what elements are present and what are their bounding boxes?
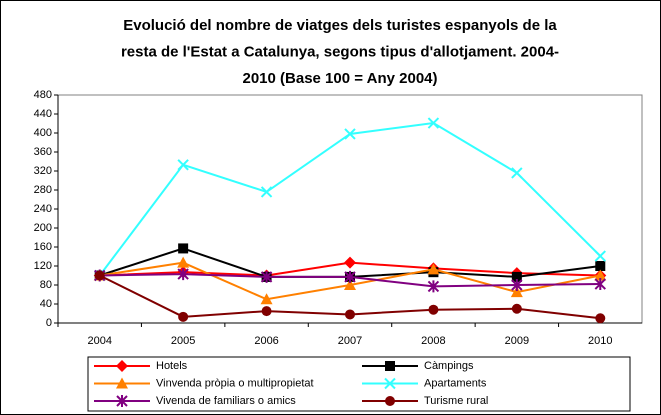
marker: [511, 271, 522, 282]
marker: [385, 396, 395, 406]
legend-label: Càmpings: [424, 360, 474, 372]
chart-title: Evolució del nombre de viatges dels turi…: [123, 17, 557, 34]
legend-label: Turisme rural: [424, 395, 488, 407]
y-tick-label: 80: [40, 279, 52, 291]
legend-label: Apartaments: [424, 377, 487, 389]
marker: [427, 263, 440, 275]
marker: [344, 279, 356, 290]
marker: [427, 280, 440, 293]
marker: [260, 186, 273, 198]
y-tick-label: 480: [34, 89, 52, 101]
marker: [344, 256, 356, 269]
marker: [177, 256, 190, 268]
y-tick-label: 120: [34, 260, 52, 272]
x-tick-label: 2004: [87, 335, 111, 347]
legend-label: Vinvenda pròpia o multipropietat: [156, 377, 314, 389]
y-tick-label: 200: [34, 222, 52, 234]
marker: [345, 309, 355, 320]
marker: [344, 270, 356, 283]
marker: [428, 304, 439, 315]
marker: [177, 268, 189, 281]
marker: [385, 361, 395, 371]
x-tick-label: 2007: [338, 335, 362, 347]
y-tick-label: 0: [46, 317, 52, 329]
x-tick-label: 2010: [588, 335, 612, 347]
y-tick-label: 280: [34, 184, 52, 196]
y-tick-label: 440: [34, 108, 52, 120]
marker: [94, 270, 105, 281]
marker: [178, 311, 189, 322]
marker: [595, 261, 606, 271]
marker: [260, 270, 273, 283]
x-tick-label: 2009: [505, 335, 529, 347]
marker: [116, 377, 128, 389]
y-tick-label: 240: [34, 203, 52, 215]
marker: [260, 293, 273, 305]
marker: [594, 269, 607, 281]
marker: [511, 167, 523, 179]
y-tick-label: 400: [34, 127, 52, 139]
chart-title: resta de l'Estat a Catalunya, segons tip…: [121, 43, 559, 60]
marker: [511, 279, 523, 291]
marker: [594, 278, 606, 291]
marker: [384, 377, 396, 390]
y-tick-label: 320: [34, 165, 52, 177]
y-tick-label: 160: [34, 241, 52, 253]
marker: [116, 395, 128, 407]
marker: [511, 303, 522, 314]
legend-label: Vivenda de familiars o amics: [156, 395, 296, 407]
legend-label: Hotels: [156, 360, 188, 372]
marker: [177, 159, 189, 171]
marker: [116, 360, 128, 372]
legend-box: [87, 356, 631, 412]
chart-title: 2010 (Base 100 = Any 2004): [243, 70, 438, 87]
marker: [427, 117, 440, 129]
marker: [178, 243, 189, 254]
x-tick-label: 2005: [171, 335, 195, 347]
marker: [595, 313, 606, 324]
marker: [261, 306, 272, 317]
marker: [594, 250, 606, 262]
marker: [510, 286, 523, 298]
y-tick-label: 360: [34, 146, 52, 158]
x-tick-label: 2008: [421, 335, 445, 347]
x-tick-label: 2006: [254, 335, 278, 347]
y-tick-label: 40: [40, 298, 52, 310]
marker: [344, 128, 356, 140]
